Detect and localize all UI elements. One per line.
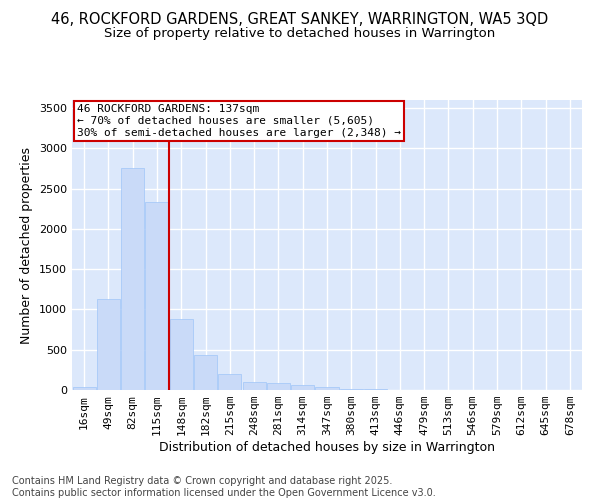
Text: Size of property relative to detached houses in Warrington: Size of property relative to detached ho… [104,28,496,40]
Bar [145,202,169,390]
Bar [121,168,144,390]
Bar [194,354,217,390]
Bar [97,299,120,390]
Bar [170,319,193,390]
Text: 46 ROCKFORD GARDENS: 137sqm
← 70% of detached houses are smaller (5,605)
30% of : 46 ROCKFORD GARDENS: 137sqm ← 70% of det… [77,104,401,138]
Bar [316,387,338,390]
Text: Contains HM Land Registry data © Crown copyright and database right 2025.
Contai: Contains HM Land Registry data © Crown c… [12,476,436,498]
Bar [267,383,290,390]
Bar [73,387,95,390]
X-axis label: Distribution of detached houses by size in Warrington: Distribution of detached houses by size … [159,441,495,454]
Bar [218,374,241,390]
Text: 46, ROCKFORD GARDENS, GREAT SANKEY, WARRINGTON, WA5 3QD: 46, ROCKFORD GARDENS, GREAT SANKEY, WARR… [52,12,548,28]
Bar [340,388,363,390]
Bar [291,386,314,390]
Bar [242,382,266,390]
Y-axis label: Number of detached properties: Number of detached properties [20,146,34,344]
